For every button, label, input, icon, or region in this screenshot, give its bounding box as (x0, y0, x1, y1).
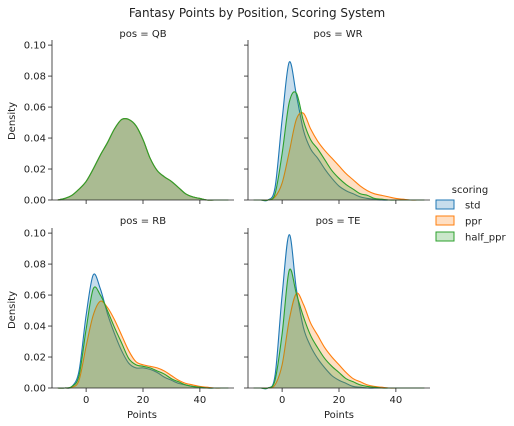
panel-title: pos = QB (119, 29, 166, 40)
panel-title: pos = RB (120, 216, 166, 227)
y-tick-label: 0.06 (24, 291, 46, 302)
panel-rb: pos = RB 0.00 0.02 0.04 0.06 0.08 0.10 0 20 40 (24, 216, 234, 406)
density-area-half-ppr (57, 286, 229, 389)
x-tick-label: 40 (194, 395, 207, 406)
density-area-ppr (253, 112, 425, 201)
legend-label-half-ppr: half_ppr (465, 233, 506, 244)
density-line-half-ppr (57, 117, 229, 201)
density-line-ppr (253, 112, 425, 201)
panel-title: pos = TE (316, 216, 361, 227)
legend-label-std: std (465, 201, 480, 212)
density-area-ppr (253, 293, 425, 389)
y-tick-label: 0.04 (24, 322, 46, 333)
y-tick-label: 0.08 (24, 72, 46, 83)
density-area-half-ppr (253, 91, 425, 201)
y-tick-label: 0.08 (24, 260, 46, 271)
y-tick-label: 0.10 (24, 41, 46, 52)
legend-swatch-half-ppr (435, 231, 455, 242)
panel-qb: pos = QB 0.00 0.02 0.04 0.06 0.08 0.10 (24, 29, 234, 207)
panel-te: pos = TE 0 20 40 (244, 216, 430, 406)
y-tick-label: 0.02 (24, 353, 46, 364)
y-axis-label-bottom: Density (7, 291, 18, 329)
y-tick-label: 0.10 (24, 229, 46, 240)
legend-swatch-std (435, 199, 455, 210)
y-axis-label-top: Density (7, 102, 18, 140)
x-tick-label: 0 (279, 395, 285, 406)
density-area-std (253, 234, 425, 389)
density-area-std (57, 118, 229, 201)
y-tick-label: 0.06 (24, 103, 46, 114)
density-area-ppr (57, 301, 229, 389)
density-line-half-ppr (57, 286, 229, 389)
x-axis-label-left: Points (127, 410, 157, 421)
chart-title: Fantasy Points by Position, Scoring Syst… (129, 6, 385, 20)
x-tick-label: 20 (333, 395, 346, 406)
y-tick-label: 0.04 (24, 134, 46, 145)
x-tick-label: 40 (390, 395, 403, 406)
y-tick-label: 0.00 (24, 384, 46, 395)
density-area-std (57, 273, 229, 389)
x-axis-label-right: Points (324, 410, 354, 421)
y-tick-label: 0.02 (24, 165, 46, 176)
density-line-ppr (57, 300, 229, 389)
panel-wr: pos = WR (244, 29, 430, 204)
legend-swatch-ppr (435, 215, 455, 226)
legend: scoring std ppr half_ppr (435, 185, 506, 244)
density-area-half-ppr (57, 118, 229, 201)
y-tick-label: 0.00 (24, 196, 46, 207)
x-tick-label: 20 (137, 395, 150, 406)
legend-title: scoring (452, 185, 488, 196)
density-area-ppr (57, 118, 229, 201)
x-tick-label: 0 (83, 395, 89, 406)
density-area-half-ppr (253, 269, 425, 389)
panel-title: pos = WR (313, 29, 362, 40)
legend-label-ppr: ppr (465, 217, 483, 228)
